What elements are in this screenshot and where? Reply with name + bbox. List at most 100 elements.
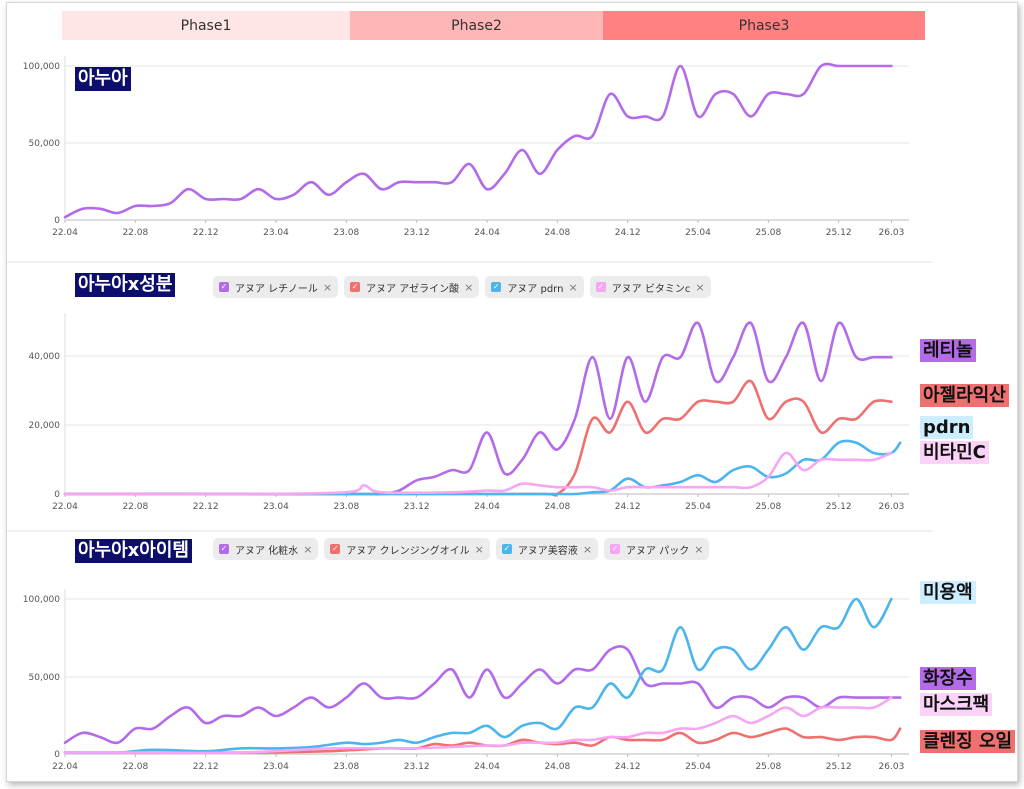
series-end-label: 화장수 (920, 667, 976, 690)
legend-label: アヌア美容液 (517, 545, 578, 557)
y-tick-label: 20,000 (29, 421, 61, 431)
close-icon[interactable]: × (695, 280, 705, 294)
legend-chip[interactable]: ✓ アヌア クレンジングオイル × (324, 538, 490, 560)
series-end-label: 미용액 (920, 581, 976, 604)
legend-chip[interactable]: ✓ アヌア パック × (604, 538, 710, 560)
x-tick-label: 23.12 (404, 228, 430, 238)
legend-label: アヌア レチノール (235, 283, 318, 295)
phase-label-3: Phase3 (739, 18, 790, 34)
x-tick-label: 24.08 (544, 762, 570, 772)
close-icon[interactable]: × (474, 542, 484, 556)
x-tick-label: 22.12 (193, 762, 219, 772)
check-icon[interactable]: ✓ (330, 544, 341, 554)
legend-chip[interactable]: ✓ アヌア美容液 × (495, 538, 599, 560)
x-tick-label: 26.03 (879, 502, 905, 512)
y-tick-label: 40,000 (29, 352, 61, 362)
series-line-3-3 (63, 597, 893, 755)
x-tick-label: 23.12 (404, 762, 430, 772)
phase-bar-1 (62, 11, 350, 40)
series-line-3-4 (63, 696, 893, 755)
series-line-2-3 (63, 439, 902, 496)
close-icon[interactable]: × (322, 280, 333, 294)
figure-frame: Phase1 Phase2 Phase3 0 50,000 100,000 22.04 22.… (6, 2, 1018, 782)
x-tick-label: 26.03 (879, 228, 905, 238)
x-tick-label: 24.08 (544, 502, 570, 512)
y-tick-label: 50,000 (29, 673, 61, 683)
y-tick-label: 0 (54, 216, 60, 226)
check-icon[interactable]: ✓ (219, 282, 229, 292)
series-end-label: pdrn (920, 416, 974, 439)
legend-chip[interactable]: ✓ アヌア 化粧水 × (213, 538, 319, 560)
x-tick-label: 23.04 (263, 228, 289, 238)
x-tick-label: 25.12 (826, 762, 852, 772)
legend-items: ✓ アヌア 化粧水 × ✓ アヌア クレンジングオイル × ✓ アヌア美容液 × ✓ アヌア パック… (213, 538, 710, 560)
x-tick-label: 25.12 (826, 228, 852, 238)
chart-canvas: Phase1 Phase2 Phase3 0 50,000 100,000 22.04 22.… (7, 11, 932, 772)
legend-label: アヌア pdrn (507, 283, 564, 295)
x-tick-label: 24.12 (615, 228, 641, 238)
check-icon[interactable]: ✓ (219, 544, 229, 554)
x-tick-label: 22.08 (122, 228, 148, 238)
y-tick-label: 0 (54, 490, 60, 500)
close-icon[interactable]: × (582, 542, 593, 556)
series-line-2-1 (63, 321, 893, 496)
legend-chip[interactable]: ✓ アヌア レチノール × (213, 276, 339, 298)
series-end-label: 아젤라익산 (920, 384, 1009, 407)
x-tick-label: 23.04 (263, 762, 289, 772)
x-tick-label: 24.04 (474, 502, 500, 512)
series-line-2-4 (63, 451, 893, 496)
x-tick-label: 22.04 (52, 762, 78, 772)
series-end-label: 클렌징 오일 (920, 730, 1016, 753)
close-icon[interactable]: × (568, 280, 578, 294)
check-icon[interactable]: ✓ (610, 544, 621, 554)
x-tick-label: 25.04 (685, 762, 711, 772)
legend-ingredients: ✓ アヌア レチノール × ✓ アヌア アゼライン酸 × ✓ アヌア pdrn × ✓ アヌア ビタ… (213, 276, 711, 298)
close-icon[interactable]: × (464, 280, 474, 294)
phase-bar-2 (350, 11, 603, 40)
panel-title-items: 아누아x아이템 (75, 539, 192, 563)
x-tick-label: 25.08 (755, 762, 781, 772)
x-tick-label: 23.12 (404, 502, 430, 512)
x-tick-label: 23.08 (333, 502, 359, 512)
close-icon[interactable]: × (303, 542, 313, 556)
check-icon[interactable]: ✓ (595, 282, 606, 292)
legend-label: アヌア パック (626, 545, 690, 557)
x-tick-label: 23.08 (333, 762, 359, 772)
series-end-label: 레티놀 (920, 339, 976, 362)
panel-title-anua: 아누아 (75, 67, 131, 91)
phase-label-2: Phase2 (451, 18, 502, 34)
legend-label: アヌア 化粧水 (235, 545, 299, 557)
y-tick-label: 100,000 (23, 62, 60, 72)
series-end-label: 비타민C (920, 441, 989, 464)
y-tick-label: 50,000 (29, 139, 61, 149)
panel-title-ingredients: 아누아x성분 (75, 273, 176, 297)
x-tick-label: 22.08 (122, 502, 148, 512)
x-tick-label: 25.08 (755, 228, 781, 238)
x-tick-label: 22.12 (193, 502, 219, 512)
series-line-3-1 (63, 645, 902, 745)
x-tick-label: 25.04 (685, 502, 711, 512)
check-icon[interactable]: ✓ (491, 282, 502, 292)
series-line-1-1 (63, 62, 893, 219)
x-tick-label: 25.04 (685, 228, 711, 238)
legend-label: アヌア アゼライン酸 (366, 283, 460, 295)
phase-label-1: Phase1 (181, 18, 232, 34)
x-tick-label: 22.12 (193, 228, 219, 238)
legend-chip[interactable]: ✓ アヌア pdrn × (485, 276, 584, 298)
x-tick-label: 25.12 (826, 502, 852, 512)
x-tick-label: 22.04 (52, 228, 78, 238)
x-tick-label: 22.04 (52, 502, 78, 512)
x-tick-label: 25.08 (755, 502, 781, 512)
legend-label: アヌア ビタミンc (611, 283, 691, 295)
phase-bar-3 (603, 11, 925, 40)
x-tick-label: 24.08 (544, 228, 570, 238)
x-tick-label: 24.12 (615, 762, 641, 772)
y-tick-label: 0 (54, 750, 60, 760)
legend-chip[interactable]: ✓ アヌア アゼライン酸 × (344, 276, 480, 298)
check-icon[interactable]: ✓ (350, 282, 361, 292)
legend-label: アヌア クレンジングオイル (346, 545, 470, 557)
x-tick-label: 24.04 (474, 228, 500, 238)
close-icon[interactable]: × (694, 542, 704, 556)
check-icon[interactable]: ✓ (501, 544, 512, 554)
legend-chip[interactable]: ✓ アヌア ビタミンc × (589, 276, 711, 298)
